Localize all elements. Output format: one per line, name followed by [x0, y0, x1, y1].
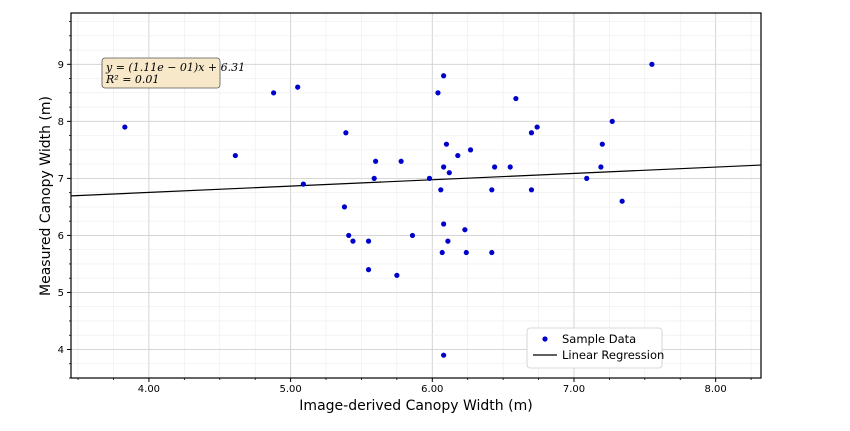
data-point [398, 158, 404, 164]
annotation-r2: R² = 0.01 [105, 73, 159, 86]
data-point [462, 227, 468, 233]
data-point [619, 198, 625, 204]
data-point [409, 232, 416, 239]
x-axis-title: Image-derived Canopy Width (m) [299, 398, 532, 414]
x-gridlines [77, 13, 752, 378]
data-point [609, 118, 615, 124]
y-tick-label: 8 [58, 117, 64, 128]
legend-box [526, 327, 663, 369]
data-point [122, 124, 128, 130]
data-point [513, 95, 519, 102]
data-point [350, 238, 356, 244]
regression-line [70, 164, 762, 197]
data-point [649, 61, 655, 67]
data-point [528, 130, 535, 136]
data-point [489, 187, 495, 193]
x-tick-label: 8.00 [705, 384, 727, 395]
y-tick-label: 4 [58, 345, 64, 356]
data-point [446, 170, 452, 176]
data-point [441, 73, 447, 79]
data-point [443, 141, 450, 147]
y-tick-label: 5 [58, 288, 64, 299]
y-tick-label: 6 [58, 231, 64, 242]
data-point [599, 141, 605, 147]
data-point [467, 147, 474, 153]
y-tick-label: 7 [58, 174, 64, 185]
data-point [534, 124, 540, 130]
data-point [343, 130, 349, 136]
data-point [441, 352, 447, 358]
data-point [439, 249, 445, 256]
data-point [394, 272, 400, 278]
regression-annotation: y = (1.11e − 01)x + 6.31 R² = 0.01 [101, 57, 245, 89]
data-point [598, 164, 604, 170]
data-point [426, 175, 433, 181]
data-point [365, 238, 372, 244]
data-point [373, 158, 379, 164]
legend-label-linear-regression: Linear Regression [562, 348, 664, 362]
x-tick-label: 4.00 [138, 384, 160, 395]
x-tick-label: 6.00 [421, 384, 443, 395]
y-axis-title: Measured Canopy Width (m) [38, 96, 54, 296]
regression-line-group [70, 164, 762, 197]
y-tick-label: 9 [58, 60, 64, 71]
data-point [341, 204, 348, 210]
data-point [463, 249, 469, 256]
legend-label-sample-data: Sample Data [562, 332, 636, 346]
data-point [346, 232, 352, 239]
data-point [435, 90, 441, 96]
y-axis-ticks: 4 5 6 7 8 9 [58, 21, 71, 379]
scatter-points [122, 61, 655, 358]
x-axis-ticks: 4.00 5.00 6.00 7.00 8.00 [77, 378, 752, 395]
annotation-box [101, 57, 221, 89]
legend: Sample Data Linear Regression [526, 327, 664, 369]
legend-marker-sample-data [542, 336, 548, 342]
data-point [300, 181, 306, 187]
data-point [438, 187, 444, 193]
data-point [271, 90, 277, 96]
data-point [371, 175, 377, 181]
data-point [232, 152, 238, 159]
data-point [528, 187, 535, 193]
x-tick-label: 7.00 [563, 384, 585, 395]
data-point [492, 164, 498, 170]
data-point [489, 249, 495, 256]
data-point [455, 152, 461, 159]
data-point [295, 84, 301, 90]
data-point [584, 175, 590, 181]
data-point [441, 164, 447, 170]
data-point [445, 238, 451, 244]
data-point [365, 267, 372, 273]
data-point [507, 164, 513, 170]
annotation-equation: y = (1.11e − 01)x + 6.31 [105, 61, 245, 74]
plot-frame [70, 12, 762, 379]
x-tick-label: 5.00 [279, 384, 301, 395]
data-point [441, 221, 447, 227]
